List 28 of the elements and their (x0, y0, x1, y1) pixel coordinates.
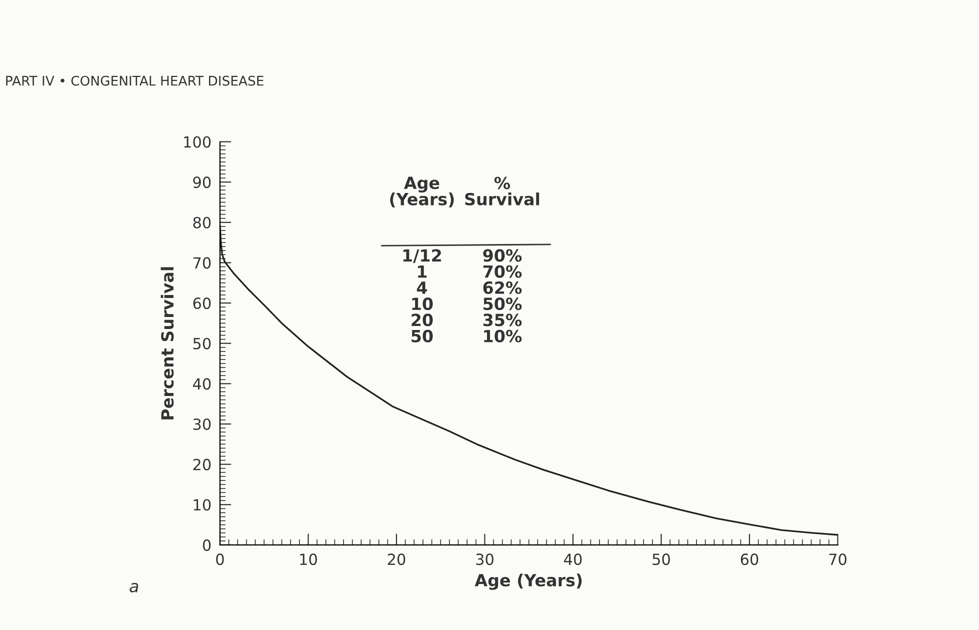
y-tick-label: 20 (193, 458, 211, 470)
y-axis-title: Percent Survival (160, 267, 174, 420)
chart-title: PART IV • CONGENITAL HEART DISEASE (6, 76, 264, 86)
y-tick-label: 100 (184, 136, 211, 148)
x-tick-label: 20 (388, 554, 406, 566)
y-tick-label: 80 (193, 216, 211, 228)
y-tick-label: 90 (193, 176, 211, 188)
y-tick-label: 60 (193, 297, 211, 310)
annotation: 1/12 1 4 10 20 50 (403, 249, 441, 342)
x-tick-label: 10 (300, 554, 317, 566)
x-tick-label: 30 (476, 554, 494, 566)
annotation: % Survival (465, 176, 540, 206)
x-tick-label: 0 (216, 554, 224, 566)
x-tick-label: 70 (829, 554, 846, 566)
y-tick-label: 40 (192, 378, 211, 390)
y-tick-label: 50 (193, 338, 211, 350)
y-tick-label: 30 (193, 418, 211, 430)
x-tick-label: 40 (564, 554, 582, 566)
annotation: 90% 70% 62% 50% 35% 10% (483, 249, 522, 342)
x-tick-label: 50 (652, 554, 670, 566)
x-tick-label: 60 (740, 554, 758, 566)
y-tick-label: 0 (202, 539, 211, 551)
line-series (220, 226, 838, 536)
x-axis-title: Age (Years) (474, 574, 582, 590)
text: a (130, 582, 138, 592)
annotation: Age (Years) (390, 176, 454, 208)
y-tick-label: 70 (193, 257, 211, 269)
y-tick-label: 10 (194, 499, 211, 511)
